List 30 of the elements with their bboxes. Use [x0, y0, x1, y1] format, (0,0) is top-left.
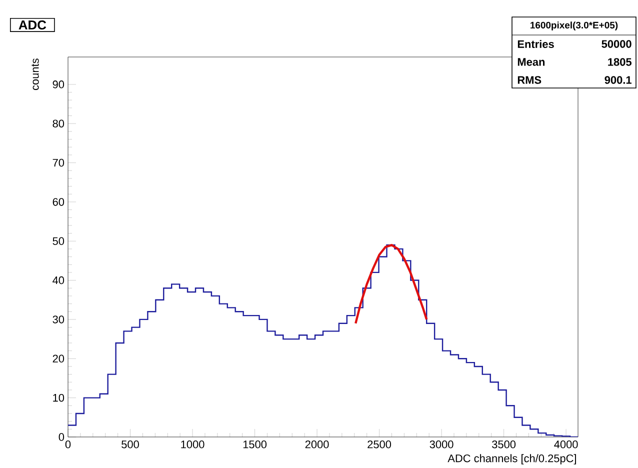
- x-tick-label: 2500: [368, 440, 392, 448]
- y-tick-label: 50: [52, 237, 64, 245]
- line-series: [354, 244, 428, 324]
- text: 900.1: [604, 76, 632, 84]
- chart-title: ADC: [18, 20, 46, 30]
- x-tick-label: 1000: [181, 440, 204, 448]
- text: 1805: [608, 58, 632, 66]
- y-tick-label: 90: [52, 80, 64, 88]
- x-tick-label: 500: [122, 440, 139, 448]
- x-tick-label: 1500: [243, 440, 267, 448]
- y-tick-label: 20: [52, 354, 64, 363]
- annotation: RMS: [518, 76, 542, 84]
- text: Entries: [518, 40, 554, 48]
- y-axis-title: counts: [32, 58, 39, 90]
- y-tick-label: 70: [52, 158, 64, 167]
- y-tick-label: 40: [52, 276, 64, 284]
- y-tick-label: 80: [52, 120, 64, 128]
- y-tick-label: 30: [52, 316, 64, 324]
- x-tick-label: 2000: [305, 440, 329, 448]
- x-tick-label: 3500: [492, 440, 516, 448]
- text: 50000: [602, 40, 632, 48]
- text: 1600pixel(3.0*E+05): [530, 22, 618, 30]
- x-tick-label: 3000: [430, 440, 454, 448]
- y-tick-label: 60: [52, 198, 64, 206]
- x-tick-label: 4000: [554, 440, 578, 448]
- y-tick-label: 10: [53, 394, 64, 402]
- annotation: Mean: [518, 58, 545, 66]
- x-axis-title: ADC channels [ch/0.25pC]: [448, 454, 576, 464]
- x-tick-label: 0: [65, 440, 71, 448]
- y-tick-label: 0: [58, 433, 64, 441]
